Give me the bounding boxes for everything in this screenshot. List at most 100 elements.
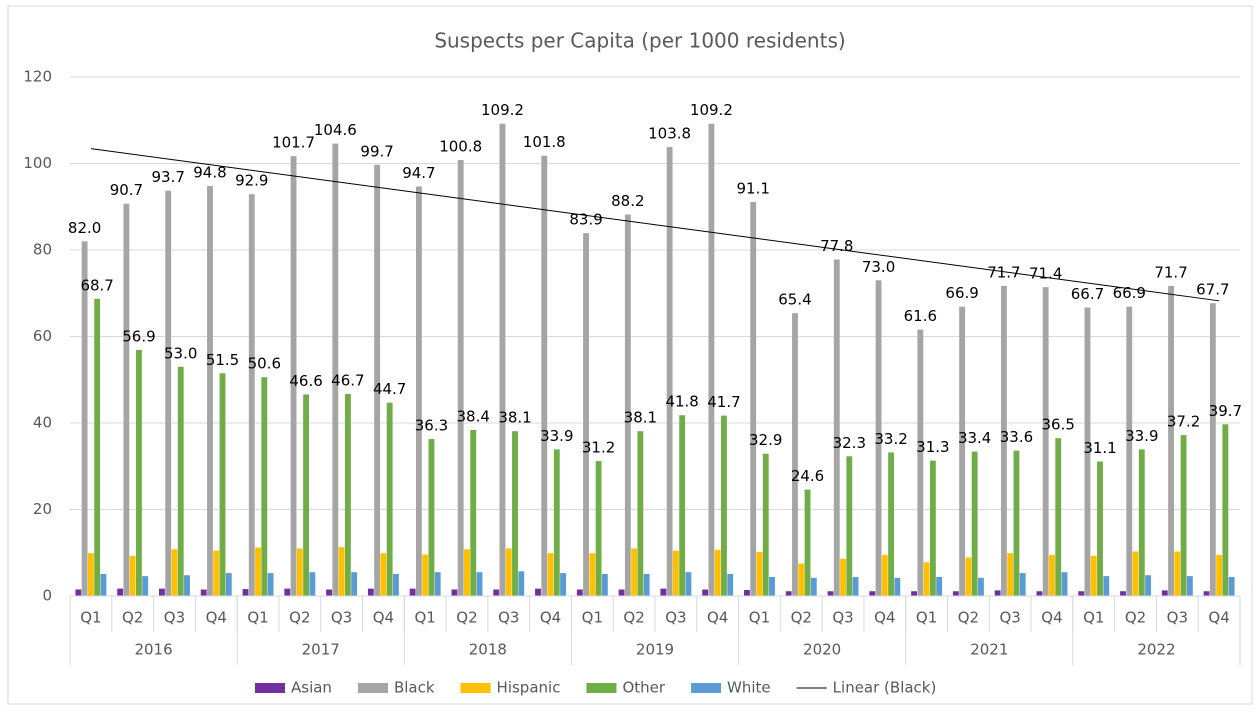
data-label: 38.4 [457,407,490,425]
bar [332,143,339,597]
y-tick-label: 0 [42,587,52,605]
bar [434,572,441,596]
bar [804,489,811,596]
bar [852,576,859,596]
data-label: 99.7 [360,142,393,160]
y-tick-label: 100 [23,154,52,172]
bar [499,123,506,597]
x-tick-label: Q3 [331,609,352,627]
bar [708,123,715,597]
data-label: 44.7 [373,380,406,398]
data-label: 73.0 [862,258,895,276]
x-tick-label: Q2 [958,609,979,627]
bar [827,591,834,596]
bar [785,591,792,596]
data-label: 31.2 [582,439,615,457]
bar [177,366,184,596]
group-label: 2016 [134,641,172,659]
bar [1084,307,1091,596]
x-tick-label: Q3 [832,609,853,627]
bar [1097,461,1103,596]
data-label: 90.7 [110,181,143,199]
data-label: 37.2 [1167,413,1200,431]
bar [971,451,978,596]
bar [117,588,124,596]
bar [624,214,631,596]
bar [959,306,966,596]
bar [727,573,734,596]
bar [894,577,901,596]
bar [1180,435,1187,596]
x-tick-label: Q1 [582,609,603,627]
data-label: 66.9 [1113,284,1146,302]
bar [409,588,416,596]
bar [261,377,268,596]
bar [451,589,458,596]
bar [512,431,518,596]
x-tick-label: Q2 [1125,609,1146,627]
bar [679,415,686,596]
bar [881,554,888,596]
bar [1007,553,1014,596]
bar [762,453,769,596]
bar [1132,551,1139,596]
bar [994,590,1001,596]
bar [1209,303,1216,596]
bar [428,439,435,596]
bar [75,589,82,596]
bar [470,429,477,596]
bar [1228,576,1235,596]
bar [769,576,775,596]
bar [875,280,882,596]
bar [184,575,190,596]
data-label: 109.2 [690,101,733,119]
bar [1055,438,1062,596]
legend-swatch [586,683,617,693]
bar [792,313,798,596]
bar [367,588,374,596]
bar [464,549,470,596]
group-label: 2020 [803,641,841,659]
x-tick-label: Q2 [122,609,143,627]
bar [94,298,101,596]
bar [422,554,429,596]
data-label: 67.7 [1196,281,1229,299]
bar [1049,554,1055,596]
legend-label: White [727,679,771,697]
trendline [90,148,1220,302]
data-label: 39.7 [1209,402,1242,420]
x-tick-label: Q1 [749,609,770,627]
bar [840,558,846,596]
x-tick-label: Q1 [916,609,937,627]
data-label: 36.3 [415,417,448,435]
bar [374,164,381,597]
x-tick-label: Q3 [1167,609,1188,627]
x-tick-label: Q4 [540,609,561,627]
group-label: 2022 [1137,641,1175,659]
data-label: 53.0 [164,344,197,362]
bar [618,589,625,596]
bar [965,557,972,596]
bar [338,547,345,596]
bar [129,555,136,596]
bar [1013,450,1020,596]
x-tick-label: Q2 [791,609,812,627]
data-label: 36.5 [1042,416,1075,434]
data-label: 41.8 [665,393,698,411]
data-label: 66.7 [1071,285,1104,303]
bar [833,259,840,596]
data-label: 94.8 [193,163,226,181]
bar [1203,591,1210,596]
data-label: 56.9 [122,327,155,345]
bar [929,460,936,596]
bar [601,573,608,596]
data-label: 101.8 [523,133,566,151]
bar [200,589,207,596]
bar [1216,554,1223,596]
x-tick-label: Q2 [289,609,310,627]
bar [87,553,94,596]
bar [1138,449,1145,596]
data-label: 104.6 [314,121,357,139]
data-label: 33.6 [1000,428,1033,446]
bar [267,573,274,596]
